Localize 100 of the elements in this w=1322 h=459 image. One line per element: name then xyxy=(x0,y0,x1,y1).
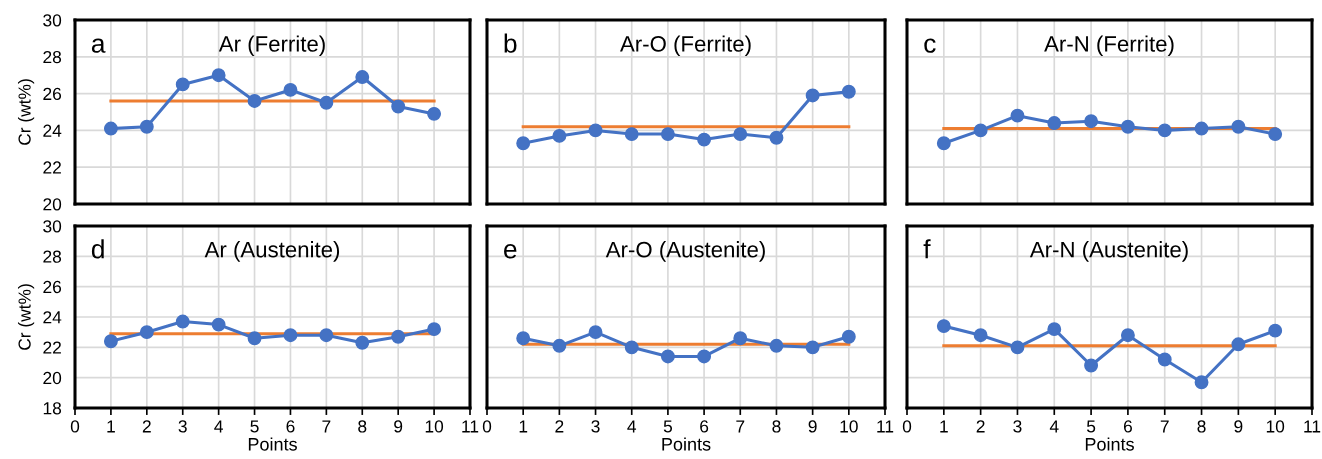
point xyxy=(1194,375,1209,390)
x-tick-label: 4 xyxy=(214,420,223,433)
annotation: d xyxy=(91,239,104,259)
point xyxy=(1194,121,1209,136)
point xyxy=(1157,123,1172,138)
x-tick-label: 1 xyxy=(519,420,528,433)
x-tick-label: 7 xyxy=(1160,420,1169,433)
y-tick-label: 20 xyxy=(43,371,62,385)
point xyxy=(283,82,298,97)
point xyxy=(1047,116,1062,130)
point xyxy=(733,127,748,142)
x-tick-label: 2 xyxy=(555,420,564,433)
point xyxy=(973,123,988,138)
x-tick-label: 11 xyxy=(462,420,479,433)
y-tick-label: 22 xyxy=(43,341,61,354)
x-tick-label: 11 xyxy=(877,420,894,433)
point xyxy=(1268,127,1283,142)
point xyxy=(1010,108,1025,123)
point xyxy=(247,331,262,346)
x-tick-label: 10 xyxy=(840,420,858,433)
x-tick-label: 8 xyxy=(772,420,781,433)
point xyxy=(733,331,748,346)
point xyxy=(103,121,118,136)
x-tick-label: 8 xyxy=(1197,420,1206,433)
point xyxy=(211,68,226,83)
point xyxy=(660,349,675,364)
x-tick-label: 6 xyxy=(286,420,295,433)
point xyxy=(1047,322,1062,337)
point xyxy=(139,119,154,134)
point xyxy=(841,84,856,99)
x-tick-label: 0 xyxy=(902,420,912,433)
y-tick-label: 28 xyxy=(43,250,62,263)
point xyxy=(1084,358,1099,373)
x-tick-label: 6 xyxy=(700,420,709,433)
point xyxy=(139,325,154,340)
y-tick-label: 30 xyxy=(43,14,62,27)
y-tick-label: 20 xyxy=(43,198,62,211)
y-axis-title: Cr (wt%) xyxy=(17,79,35,145)
x-tick-label: 0 xyxy=(482,420,492,433)
y-tick-label: 24 xyxy=(43,311,62,324)
point xyxy=(516,331,531,346)
x-tick-label: 2 xyxy=(142,420,151,433)
point xyxy=(552,128,567,143)
x-axis-title: Points xyxy=(1085,437,1134,451)
point xyxy=(769,338,784,353)
point xyxy=(1010,340,1025,355)
x-tick-label: 0 xyxy=(70,420,80,433)
y-tick-label: 18 xyxy=(43,402,62,415)
y-tick-label: 24 xyxy=(43,124,62,137)
point xyxy=(841,329,856,344)
point xyxy=(1120,119,1135,134)
text: Ar (Austenite) xyxy=(204,241,340,262)
x-tick-label: 5 xyxy=(663,420,673,433)
point xyxy=(391,99,406,114)
x-tick-label: 1 xyxy=(107,420,115,433)
point xyxy=(1231,337,1246,352)
text: Ar-O (Austenite) xyxy=(605,241,765,262)
x-tick-label: 1 xyxy=(940,420,948,433)
annotation: a xyxy=(91,38,106,53)
x-tick-label: 3 xyxy=(178,420,187,433)
text: Ar (Ferrite) xyxy=(218,35,325,57)
point xyxy=(175,314,190,329)
x-tick-label: 9 xyxy=(394,420,403,433)
text: Ar-N (Austenite) xyxy=(1029,241,1188,262)
y-tick-label: 22 xyxy=(43,161,61,174)
x-tick-label: 3 xyxy=(591,420,600,433)
point xyxy=(1268,323,1283,338)
x-tick-label: 7 xyxy=(736,420,745,433)
y-tick-label: 30 xyxy=(43,220,62,233)
point xyxy=(769,130,784,145)
x-tick-label: 5 xyxy=(250,420,259,433)
x-tick-label: 6 xyxy=(1123,420,1132,433)
point xyxy=(660,127,675,142)
point xyxy=(1157,352,1172,367)
x-tick-label: 4 xyxy=(627,420,637,433)
point xyxy=(697,349,712,364)
y-tick-label: 26 xyxy=(43,280,62,294)
y-axis-title: Cr (wt%) xyxy=(17,284,35,350)
point xyxy=(355,335,370,350)
point xyxy=(588,123,603,138)
annotation: b xyxy=(504,33,517,53)
point xyxy=(936,319,951,334)
x-axis-title: Points xyxy=(248,437,297,451)
x-tick-label: 5 xyxy=(1086,420,1096,433)
annotation: c xyxy=(924,38,936,53)
point xyxy=(355,70,370,84)
point xyxy=(552,338,567,353)
point xyxy=(936,136,951,151)
point xyxy=(1231,119,1246,134)
x-tick-label: 3 xyxy=(1013,420,1022,433)
point xyxy=(103,334,118,349)
x-tick-label: 4 xyxy=(1049,420,1059,433)
point xyxy=(283,328,298,343)
annotation: f xyxy=(923,239,931,259)
point xyxy=(624,127,639,142)
point xyxy=(805,88,820,103)
x-tick-label: 7 xyxy=(322,420,331,433)
x-tick-label: 9 xyxy=(808,420,817,433)
point xyxy=(1120,328,1135,343)
point xyxy=(427,106,442,121)
